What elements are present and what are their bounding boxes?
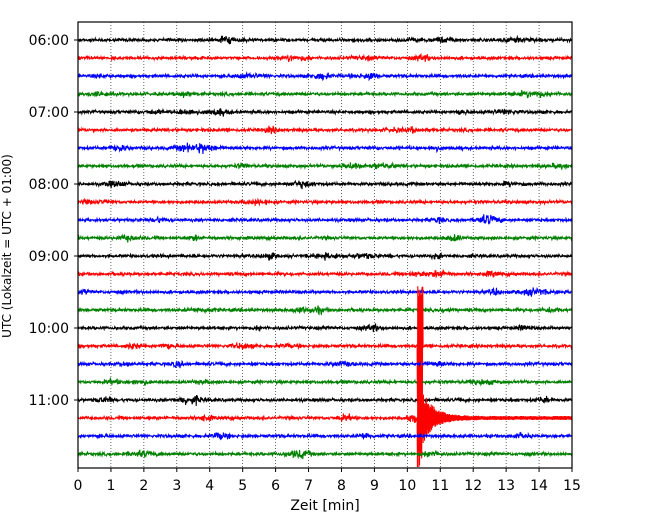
trace-0600 xyxy=(77,34,573,45)
trace-0715 xyxy=(77,125,573,135)
x-tick-label: 12 xyxy=(464,478,482,494)
trace-0830 xyxy=(77,214,573,225)
x-tick-label: 11 xyxy=(431,478,449,494)
x-tick-label: 10 xyxy=(398,478,416,494)
trace-0615 xyxy=(77,52,573,63)
trace-0730 xyxy=(77,142,573,154)
x-tick-label: 7 xyxy=(304,478,313,494)
x-tick-label: 0 xyxy=(74,478,83,494)
trace-0700 xyxy=(77,107,573,117)
trace-0630 xyxy=(77,71,573,82)
trace-layer xyxy=(77,34,573,468)
x-tick-label: 14 xyxy=(530,478,548,494)
y-tick-label: 10:00 xyxy=(29,321,69,337)
x-tick-label: 15 xyxy=(563,478,581,494)
x-tick-label: 13 xyxy=(497,478,515,494)
trace-0945 xyxy=(77,305,573,316)
x-axis-title: Zeit [min] xyxy=(290,498,359,514)
y-tick-label: 08:00 xyxy=(29,177,69,193)
x-axis: 0 1 2 3 4 5 6 7 8 9 10 11 12 13 14 15 xyxy=(74,468,581,494)
trace-1100 xyxy=(77,394,573,406)
trace-1130 xyxy=(77,431,573,441)
x-tick-label: 1 xyxy=(106,478,115,494)
y-tick-label: 07:00 xyxy=(29,105,69,121)
x-tick-label: 6 xyxy=(271,478,280,494)
x-tick-label: 3 xyxy=(172,478,181,494)
trace-1030 xyxy=(77,360,573,369)
x-tick-label: 2 xyxy=(139,478,148,494)
trace-0815 xyxy=(77,197,573,207)
trace-0915 xyxy=(77,269,573,279)
trace-0930 xyxy=(77,286,573,297)
trace-0745 xyxy=(77,161,573,171)
plot-frame xyxy=(77,21,573,469)
trace-0845 xyxy=(77,233,573,243)
y-axis: 06:00 07:00 08:00 09:00 10:00 11:00 xyxy=(29,33,78,409)
trace-1045 xyxy=(77,377,573,387)
x-tick-label: 8 xyxy=(337,478,346,494)
y-tick-label: 06:00 xyxy=(29,33,69,49)
x-tick-label: 9 xyxy=(370,478,379,494)
x-tick-label: 4 xyxy=(205,478,214,494)
trace-1000 xyxy=(77,323,573,333)
trace-1015 xyxy=(77,286,573,403)
trace-0900 xyxy=(77,251,573,261)
trace-1115 xyxy=(77,363,573,468)
x-tick-label: 5 xyxy=(238,478,247,494)
trace-1145 xyxy=(77,449,573,460)
trace-0800 xyxy=(77,179,573,190)
y-tick-label: 09:00 xyxy=(29,249,69,265)
y-tick-label: 11:00 xyxy=(29,393,69,409)
y-axis-title: UTC (Lokalzeit = UTC + 01:00) xyxy=(0,154,14,338)
trace-0645 xyxy=(77,90,573,99)
grid-layer xyxy=(110,22,540,468)
